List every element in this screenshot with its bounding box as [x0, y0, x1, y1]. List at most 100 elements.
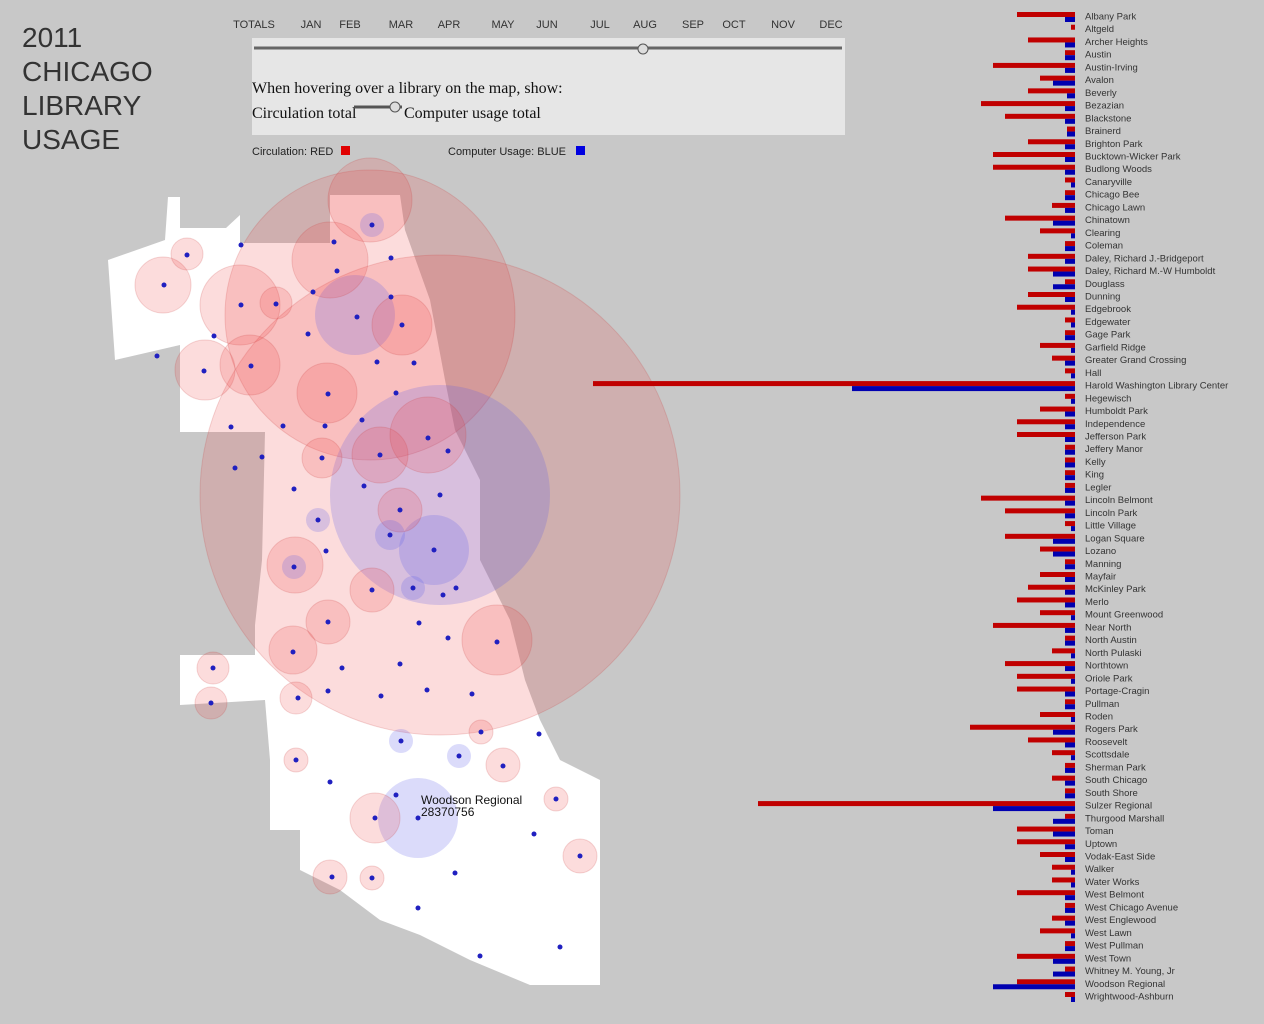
- library-dot[interactable]: [184, 252, 190, 258]
- library-dot[interactable]: [416, 620, 422, 626]
- library-name[interactable]: Archer Heights: [1085, 37, 1148, 48]
- library-dot[interactable]: [531, 831, 537, 837]
- library-dot[interactable]: [369, 587, 375, 593]
- library-name[interactable]: Kelly: [1085, 457, 1106, 468]
- library-name[interactable]: Blackstone: [1085, 113, 1131, 124]
- library-dot[interactable]: [431, 547, 437, 553]
- library-name[interactable]: Scottsdale: [1085, 750, 1129, 761]
- library-name[interactable]: Bezazian: [1085, 101, 1124, 112]
- library-dot[interactable]: [325, 688, 331, 694]
- library-name[interactable]: Jefferson Park: [1085, 432, 1146, 443]
- library-name[interactable]: Wrightwood-Ashburn: [1085, 992, 1174, 1003]
- library-dot[interactable]: [361, 483, 367, 489]
- library-name[interactable]: Lincoln Belmont: [1085, 495, 1153, 506]
- library-dot[interactable]: [238, 302, 244, 308]
- library-dot[interactable]: [280, 423, 286, 429]
- library-name[interactable]: Chicago Lawn: [1085, 202, 1145, 213]
- library-name[interactable]: Hall: [1085, 368, 1101, 379]
- library-dot[interactable]: [323, 548, 329, 554]
- library-name[interactable]: Roden: [1085, 712, 1113, 723]
- library-name[interactable]: Douglass: [1085, 279, 1125, 290]
- library-dot[interactable]: [372, 815, 378, 821]
- library-dot[interactable]: [500, 763, 506, 769]
- library-name[interactable]: McKinley Park: [1085, 584, 1146, 595]
- library-dot[interactable]: [411, 360, 417, 366]
- library-name[interactable]: Hegewisch: [1085, 393, 1131, 404]
- library-name[interactable]: Portage-Cragin: [1085, 686, 1149, 697]
- library-dot[interactable]: [456, 753, 462, 759]
- library-name[interactable]: Roosevelt: [1085, 737, 1128, 748]
- library-dot[interactable]: [232, 465, 238, 471]
- library-name[interactable]: Uptown: [1085, 839, 1117, 850]
- library-dot[interactable]: [453, 585, 459, 591]
- library-dot[interactable]: [397, 661, 403, 667]
- library-dot[interactable]: [387, 532, 393, 538]
- library-name[interactable]: Coleman: [1085, 241, 1123, 252]
- library-name[interactable]: Near North: [1085, 622, 1131, 633]
- library-dot[interactable]: [331, 239, 337, 245]
- library-name[interactable]: Independence: [1085, 419, 1145, 430]
- library-name[interactable]: North Pulaski: [1085, 648, 1142, 659]
- library-name[interactable]: Clearing: [1085, 228, 1120, 239]
- library-name[interactable]: Mayfair: [1085, 572, 1116, 583]
- month-label[interactable]: AUG: [633, 19, 657, 31]
- library-name[interactable]: Austin: [1085, 50, 1111, 61]
- library-name[interactable]: Lozano: [1085, 546, 1116, 557]
- library-dot[interactable]: [238, 242, 244, 248]
- library-name[interactable]: Greater Grand Crossing: [1085, 355, 1186, 366]
- library-dot[interactable]: [228, 424, 234, 430]
- library-dot[interactable]: [440, 592, 446, 598]
- library-name[interactable]: Pullman: [1085, 699, 1119, 710]
- library-dot[interactable]: [398, 738, 404, 744]
- library-dot[interactable]: [377, 452, 383, 458]
- library-dot[interactable]: [325, 391, 331, 397]
- library-name[interactable]: West Englewood: [1085, 915, 1156, 926]
- month-label[interactable]: JUL: [590, 19, 610, 31]
- library-name[interactable]: Austin-Irving: [1085, 62, 1138, 73]
- library-dot[interactable]: [415, 815, 421, 821]
- library-dot[interactable]: [322, 423, 328, 429]
- library-name[interactable]: Walker: [1085, 864, 1114, 875]
- library-name[interactable]: West Belmont: [1085, 890, 1144, 901]
- library-name[interactable]: King: [1085, 470, 1104, 481]
- library-dot[interactable]: [201, 368, 207, 374]
- library-name[interactable]: Avalon: [1085, 75, 1114, 86]
- library-dot[interactable]: [536, 731, 542, 737]
- library-name[interactable]: Legler: [1085, 482, 1111, 493]
- library-name[interactable]: South Shore: [1085, 788, 1138, 799]
- library-name[interactable]: Rogers Park: [1085, 724, 1138, 735]
- library-name[interactable]: Merlo: [1085, 597, 1109, 608]
- library-dot[interactable]: [378, 693, 384, 699]
- library-name[interactable]: Harold Washington Library Center: [1085, 381, 1228, 392]
- library-name[interactable]: Brainerd: [1085, 126, 1121, 137]
- library-dot[interactable]: [469, 691, 475, 697]
- library-dot[interactable]: [273, 301, 279, 307]
- library-dot[interactable]: [425, 435, 431, 441]
- library-name[interactable]: West Town: [1085, 953, 1131, 964]
- library-dot[interactable]: [210, 665, 216, 671]
- library-name[interactable]: Daley, Richard M.-W Humboldt: [1085, 266, 1216, 277]
- library-name[interactable]: Northtown: [1085, 661, 1128, 672]
- library-dot[interactable]: [305, 331, 311, 337]
- month-label[interactable]: DEC: [819, 19, 842, 31]
- library-dot[interactable]: [359, 417, 365, 423]
- library-name[interactable]: Chicago Bee: [1085, 190, 1139, 201]
- month-label[interactable]: FEB: [339, 19, 360, 31]
- library-dot[interactable]: [478, 729, 484, 735]
- library-name[interactable]: Altgeld: [1085, 24, 1114, 35]
- library-name[interactable]: Brighton Park: [1085, 139, 1143, 150]
- library-name[interactable]: Gage Park: [1085, 330, 1131, 341]
- library-dot[interactable]: [553, 796, 559, 802]
- library-dot[interactable]: [259, 454, 265, 460]
- library-name[interactable]: Humboldt Park: [1085, 406, 1148, 417]
- library-name[interactable]: Whitney M. Young, Jr: [1085, 966, 1175, 977]
- library-dot[interactable]: [295, 695, 301, 701]
- library-name[interactable]: Edgebrook: [1085, 304, 1131, 315]
- library-dot[interactable]: [374, 359, 380, 365]
- library-dot[interactable]: [494, 639, 500, 645]
- library-dot[interactable]: [410, 585, 416, 591]
- library-dot[interactable]: [208, 700, 214, 706]
- library-name[interactable]: Water Works: [1085, 877, 1140, 888]
- library-dot[interactable]: [291, 486, 297, 492]
- library-dot[interactable]: [339, 665, 345, 671]
